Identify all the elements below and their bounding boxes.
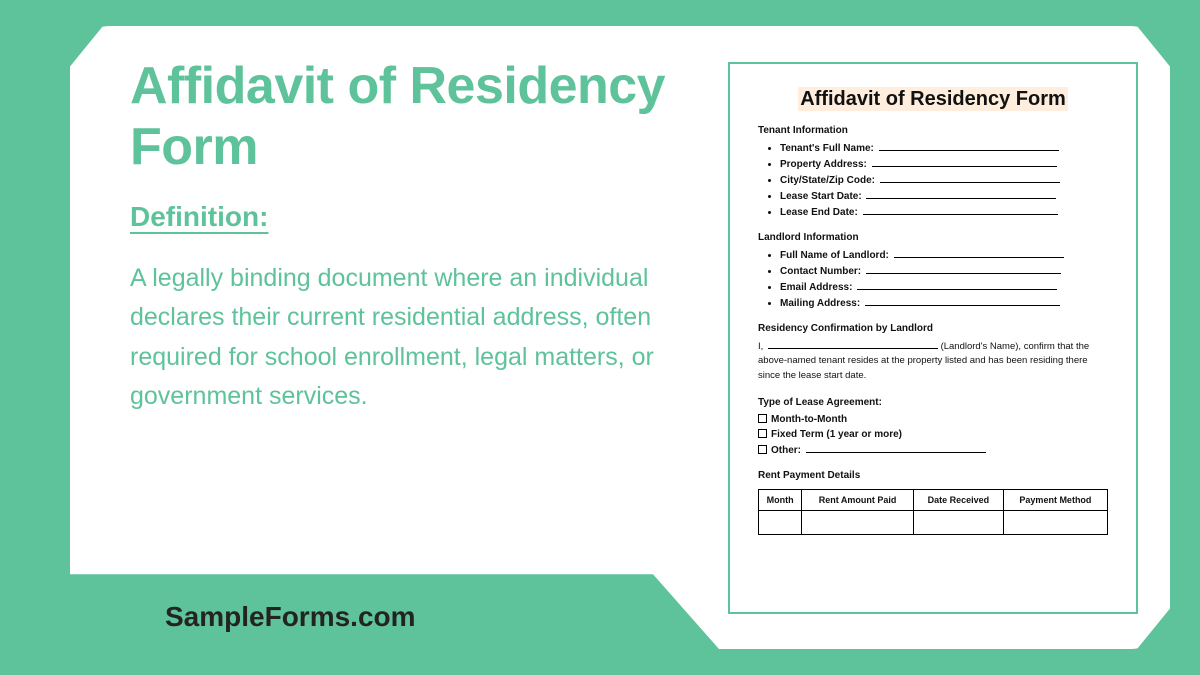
tenant-field: Lease End Date: bbox=[780, 206, 1108, 218]
form-title: Affidavit of Residency Form bbox=[758, 88, 1108, 111]
page-title: Affidavit of Residency Form bbox=[130, 56, 690, 179]
landlord-field: Contact Number: bbox=[780, 265, 1108, 277]
left-column: Affidavit of Residency Form Definition: … bbox=[130, 56, 690, 417]
tenant-field: Tenant's Full Name: bbox=[780, 142, 1108, 154]
blank-line bbox=[857, 281, 1057, 290]
confirmation-blank bbox=[768, 340, 938, 349]
rent-col-header: Rent Amount Paid bbox=[802, 489, 914, 510]
definition-label: Definition: bbox=[130, 201, 690, 233]
rent-cell bbox=[1003, 510, 1107, 534]
brand-name: SampleForms.com bbox=[165, 601, 416, 633]
rent-col-header: Month bbox=[759, 489, 802, 510]
rent-col-header: Date Received bbox=[913, 489, 1003, 510]
table-row bbox=[759, 510, 1108, 534]
lease-option-label: Month-to-Month bbox=[771, 414, 847, 425]
landlord-field: Mailing Address: bbox=[780, 297, 1108, 309]
blank-line bbox=[879, 142, 1059, 151]
blank-line bbox=[872, 158, 1057, 167]
section-landlord-heading: Landlord Information bbox=[758, 232, 1108, 243]
tenant-field: Lease Start Date: bbox=[780, 190, 1108, 202]
confirmation-text: I, (Landlord's Name), confirm that the a… bbox=[758, 340, 1108, 383]
blank-line bbox=[866, 265, 1061, 274]
lease-option: Month-to-Month bbox=[758, 414, 1108, 425]
section-confirmation-heading: Residency Confirmation by Landlord bbox=[758, 323, 1108, 334]
lease-option-label: Fixed Term (1 year or more) bbox=[771, 429, 902, 440]
checkbox-icon bbox=[758, 429, 767, 438]
landlord-field: Email Address: bbox=[780, 281, 1108, 293]
rent-cell bbox=[802, 510, 914, 534]
definition-body: A legally binding document where an indi… bbox=[130, 259, 670, 417]
rent-table: MonthRent Amount PaidDate ReceivedPaymen… bbox=[758, 489, 1108, 535]
blank-line bbox=[806, 444, 986, 453]
blank-line bbox=[866, 190, 1056, 199]
checkbox-icon bbox=[758, 445, 767, 454]
rent-col-header: Payment Method bbox=[1003, 489, 1107, 510]
lease-options: Month-to-Month Fixed Term (1 year or more… bbox=[758, 414, 1108, 456]
section-rent-heading: Rent Payment Details bbox=[758, 470, 1108, 481]
rent-cell bbox=[913, 510, 1003, 534]
lease-option-label: Other: bbox=[771, 445, 801, 456]
section-lease-type-heading: Type of Lease Agreement: bbox=[758, 397, 1108, 408]
blank-line bbox=[865, 297, 1060, 306]
landlord-field: Full Name of Landlord: bbox=[780, 249, 1108, 261]
section-tenant-heading: Tenant Information bbox=[758, 125, 1108, 136]
tenant-field: City/State/Zip Code: bbox=[780, 174, 1108, 186]
checkbox-icon bbox=[758, 414, 767, 423]
tenant-field: Property Address: bbox=[780, 158, 1108, 170]
lease-option: Other: bbox=[758, 444, 1108, 456]
blank-line bbox=[863, 206, 1058, 215]
tenant-fields: Tenant's Full Name: Property Address: Ci… bbox=[758, 142, 1108, 218]
blank-line bbox=[894, 249, 1064, 258]
lease-option: Fixed Term (1 year or more) bbox=[758, 429, 1108, 440]
blank-line bbox=[880, 174, 1060, 183]
landlord-fields: Full Name of Landlord: Contact Number: E… bbox=[758, 249, 1108, 309]
form-inner: Affidavit of Residency Form Tenant Infor… bbox=[730, 64, 1136, 553]
form-preview: Affidavit of Residency Form Tenant Infor… bbox=[728, 62, 1138, 614]
rent-cell bbox=[759, 510, 802, 534]
